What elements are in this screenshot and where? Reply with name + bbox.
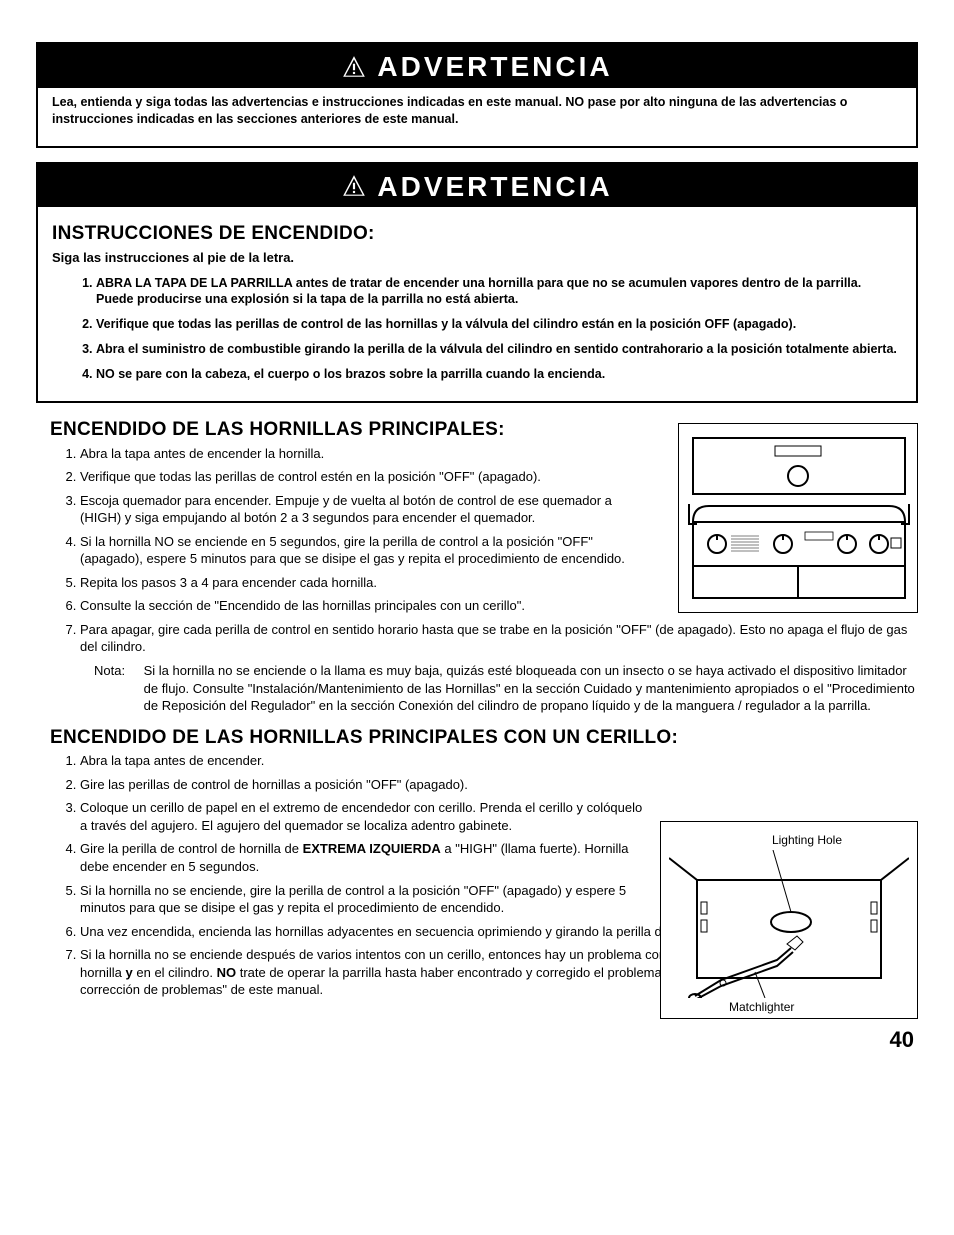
- instr-item-1: ABRA LA TAPA DE LA PARRILLA antes de tra…: [96, 275, 902, 309]
- match-heading: ENCENDIDO DE LAS HORNILLAS PRINCIPALES C…: [36, 725, 918, 751]
- instr-item-3: Abra el suministro de combustible girand…: [96, 341, 902, 358]
- warning-label-1: ADVERTENCIA: [377, 48, 612, 86]
- warning-triangle-icon: [341, 173, 367, 199]
- instructions-heading: INSTRUCCIONES DE ENCENDIDO:: [52, 221, 902, 247]
- instr-item-4: NO se pare con la cabeza, el cuerpo o lo…: [96, 366, 902, 383]
- warning-banner-2: ADVERTENCIA: [38, 164, 916, 208]
- note-text: Si la hornilla no se enciende o la llama…: [144, 662, 916, 715]
- instr-item-2: Verifique que todas las perillas de cont…: [96, 316, 902, 333]
- match-step-7d: NO: [217, 965, 237, 980]
- page-number: 40: [36, 1025, 918, 1055]
- main-step-7: Para apagar, gire cada perilla de contro…: [80, 621, 918, 656]
- warning-banner-1: ADVERTENCIA: [38, 44, 916, 88]
- fig2-label-matchlighter: Matchlighter: [729, 999, 909, 1015]
- note-block: Nota: Si la hornilla no se enciende o la…: [94, 662, 918, 715]
- instructions-list: ABRA LA TAPA DE LA PARRILLA antes de tra…: [52, 275, 902, 383]
- main-burners-section: ENCENDIDO DE LAS HORNILLAS PRINCIPALES: …: [36, 417, 918, 999]
- warning-box-2: ADVERTENCIA INSTRUCCIONES DE ENCENDIDO: …: [36, 162, 918, 403]
- warning-label-2: ADVERTENCIA: [377, 168, 612, 206]
- grill-panel-svg: [687, 432, 911, 606]
- match-step-1: Abra la tapa antes de encender.: [80, 752, 918, 770]
- matchlighter-svg: [669, 850, 909, 998]
- figure-matchlighter: Lighting Hole Matchlighter: [660, 821, 918, 1019]
- match-step-4b: EXTREMA IZQUIERDA: [303, 841, 441, 856]
- match-step-4a: Gire la perilla de control de hornilla d…: [80, 841, 303, 856]
- warning-1-text: Lea, entienda y siga todas las advertenc…: [38, 88, 916, 136]
- match-step-7c: en el cilindro.: [133, 965, 217, 980]
- instructions-sub: Siga las instrucciones al pie de la letr…: [52, 249, 902, 267]
- match-step-7b: y: [126, 965, 133, 980]
- match-step-2: Gire las perillas de control de hornilla…: [80, 776, 918, 794]
- fig2-label-lighting-hole: Lighting Hole: [705, 832, 909, 848]
- note-label: Nota:: [94, 662, 140, 680]
- instructions-body: INSTRUCCIONES DE ENCENDIDO: Siga las ins…: [38, 207, 916, 383]
- warning-triangle-icon: [341, 54, 367, 80]
- warning-box-1: ADVERTENCIA Lea, entienda y siga todas l…: [36, 42, 918, 148]
- figure-grill-panel: [678, 423, 918, 613]
